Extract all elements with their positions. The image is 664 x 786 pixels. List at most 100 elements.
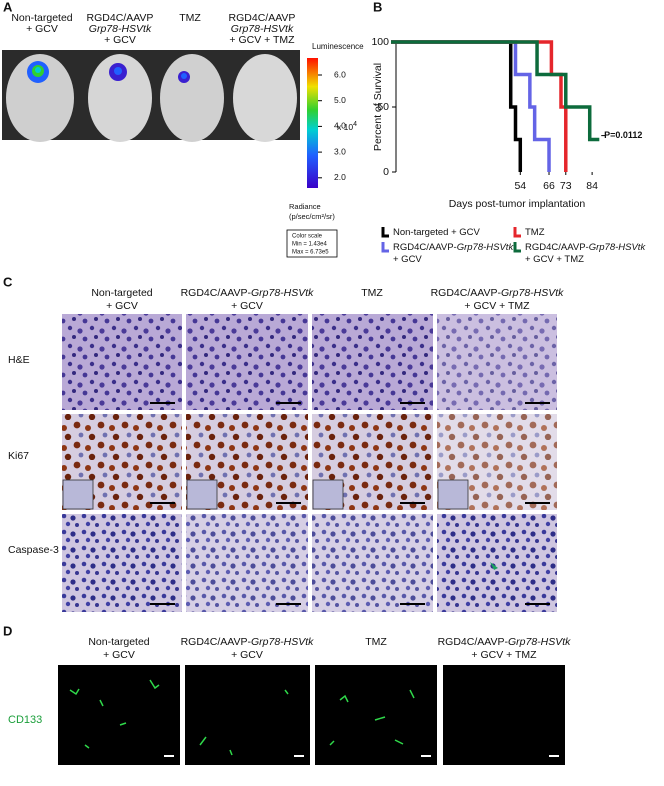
label-line: + GCV — [104, 34, 136, 46]
label-line: + GCV + TMZ — [229, 34, 295, 46]
panel-label: B — [373, 0, 382, 14]
label-line: + GCV + TMZ — [471, 649, 537, 661]
label-line: Grp78-HSVtk — [89, 23, 152, 35]
italic-segment: Grp78-HSVtk — [508, 636, 571, 648]
label-line: TMZ — [525, 227, 545, 238]
text-segment: TMZ — [365, 636, 387, 648]
label-line: RGD4C/AAVP-Grp78-HSVtk — [181, 287, 315, 299]
x-tick-label: 54 — [514, 180, 526, 192]
label-line: TMZ — [179, 12, 201, 24]
x-axis-label: Days post-tumor implantation — [449, 198, 586, 210]
histology-grid — [62, 314, 557, 612]
x-tick-label: 73 — [560, 180, 572, 192]
survival-curve — [391, 40, 600, 142]
colorbar-tick-label: 2.0 — [334, 172, 346, 182]
legend-swatch — [513, 242, 521, 253]
label-line: RGD4C/AAVP — [87, 12, 154, 24]
text-segment: Non-targeted — [88, 636, 149, 648]
label-line: RGD4C/AAVP-Grp78-HSVtk — [181, 636, 315, 648]
label-line: RGD4C/AAVP-Grp78-HSVtk — [525, 242, 646, 253]
row-label: H&E — [8, 354, 30, 366]
text-segment: RGD4C/AAVP — [87, 12, 154, 24]
text-segment: RGD4C/AAVP- — [431, 287, 502, 299]
text-segment: + GCV + TMZ — [525, 254, 584, 265]
label-line: RGD4C/AAVP-Grp78-HSVtk — [393, 242, 514, 253]
text-segment: TMZ — [525, 227, 545, 238]
label-line: TMZ — [365, 636, 387, 648]
italic-segment: Grp78-HSVtk — [589, 242, 647, 253]
italic-segment: Grp78-HSVtk — [251, 636, 314, 648]
italic-segment: Grp78-HSVtk — [231, 23, 294, 35]
text-segment: Non-targeted — [91, 287, 152, 299]
text-segment: + GCV — [231, 649, 263, 661]
colorbar-tick-label: 4.0 — [334, 121, 346, 131]
legend-swatch — [513, 227, 521, 238]
label-line: + GCV — [103, 649, 135, 661]
text-segment: Non-targeted + GCV — [393, 227, 481, 238]
y-tick-label: 0 — [383, 166, 389, 178]
text-segment: RGD4C/AAVP- — [438, 636, 509, 648]
label: Luminescence — [312, 42, 364, 51]
y-tick-label: 100 — [371, 36, 389, 48]
label-line: Non-targeted + GCV — [393, 227, 481, 238]
text-segment: RGD4C/AAVP — [229, 12, 296, 24]
label: Radiance — [289, 202, 321, 211]
panel-label: D — [3, 623, 12, 638]
y-axis-label: Percent of Survival — [372, 63, 384, 151]
text-segment: + GCV — [106, 300, 138, 312]
text-segment: + GCV — [104, 34, 136, 46]
survival-curve — [391, 40, 551, 172]
row-label: Caspase-3 — [8, 544, 59, 556]
row-label: Ki67 — [8, 450, 29, 462]
row-label: CD133 — [8, 714, 42, 726]
superscript: 4 — [353, 121, 357, 128]
text-segment: + GCV — [231, 300, 263, 312]
legend-swatch — [381, 227, 389, 238]
label-line: Non-targeted — [88, 636, 149, 648]
survival-curve — [391, 40, 568, 172]
label-line: + GCV — [231, 649, 263, 661]
text-segment: + GCV — [26, 23, 58, 35]
text-segment: x 10 — [337, 122, 353, 132]
colorbar-tick-label: 3.0 — [334, 146, 346, 156]
italic-segment: Grp78-HSVtk — [457, 242, 515, 253]
colorbar — [307, 58, 318, 188]
imaging-strip — [2, 50, 300, 142]
label-line: Grp78-HSVtk — [231, 23, 294, 35]
label: (p/sec/cm²/sr) — [289, 212, 335, 221]
label-line: + GCV + TMZ — [464, 300, 530, 312]
label-line: Non-targeted — [91, 287, 152, 299]
italic-segment: Grp78-HSVtk — [251, 287, 314, 299]
text-segment: RGD4C/AAVP- — [181, 636, 252, 648]
y-tick-label: 50 — [377, 101, 389, 113]
panel-label: A — [3, 0, 13, 14]
label: Min = 1.43e4 — [292, 242, 328, 248]
text-segment: RGD4C/AAVP- — [181, 287, 252, 299]
label-line: RGD4C/AAVP-Grp78-HSVtk — [431, 287, 565, 299]
label-line: + GCV — [106, 300, 138, 312]
label-line: + GCV — [231, 300, 263, 312]
x-tick-label: 66 — [543, 180, 555, 192]
text-segment: + GCV + TMZ — [471, 649, 537, 661]
italic-segment: Grp78-HSVtk — [89, 23, 152, 35]
colorbar-tick-label: 6.0 — [334, 69, 346, 79]
text-segment: RGD4C/AAVP- — [393, 242, 457, 253]
fluorescence-row — [58, 665, 565, 765]
text-segment: + GCV — [393, 254, 422, 265]
text-segment: Non-targeted — [11, 12, 72, 24]
survival-curve — [391, 40, 523, 172]
label: Max = 6.73e5 — [292, 250, 329, 256]
label-line: + GCV — [393, 254, 422, 265]
legend-swatch — [381, 242, 389, 253]
panel-label: C — [3, 274, 13, 289]
colorbar-multiplier: x 104 — [337, 121, 357, 132]
label-line: + GCV + TMZ — [525, 254, 584, 265]
colorbar-tick-label: 5.0 — [334, 95, 346, 105]
annotation: P=0.0112 — [604, 130, 642, 140]
text-segment: + GCV + TMZ — [229, 34, 295, 46]
label-line: Non-targeted — [11, 12, 72, 24]
text-segment: + GCV + TMZ — [464, 300, 530, 312]
text-segment: + GCV — [103, 649, 135, 661]
label-line: RGD4C/AAVP-Grp78-HSVtk — [438, 636, 572, 648]
